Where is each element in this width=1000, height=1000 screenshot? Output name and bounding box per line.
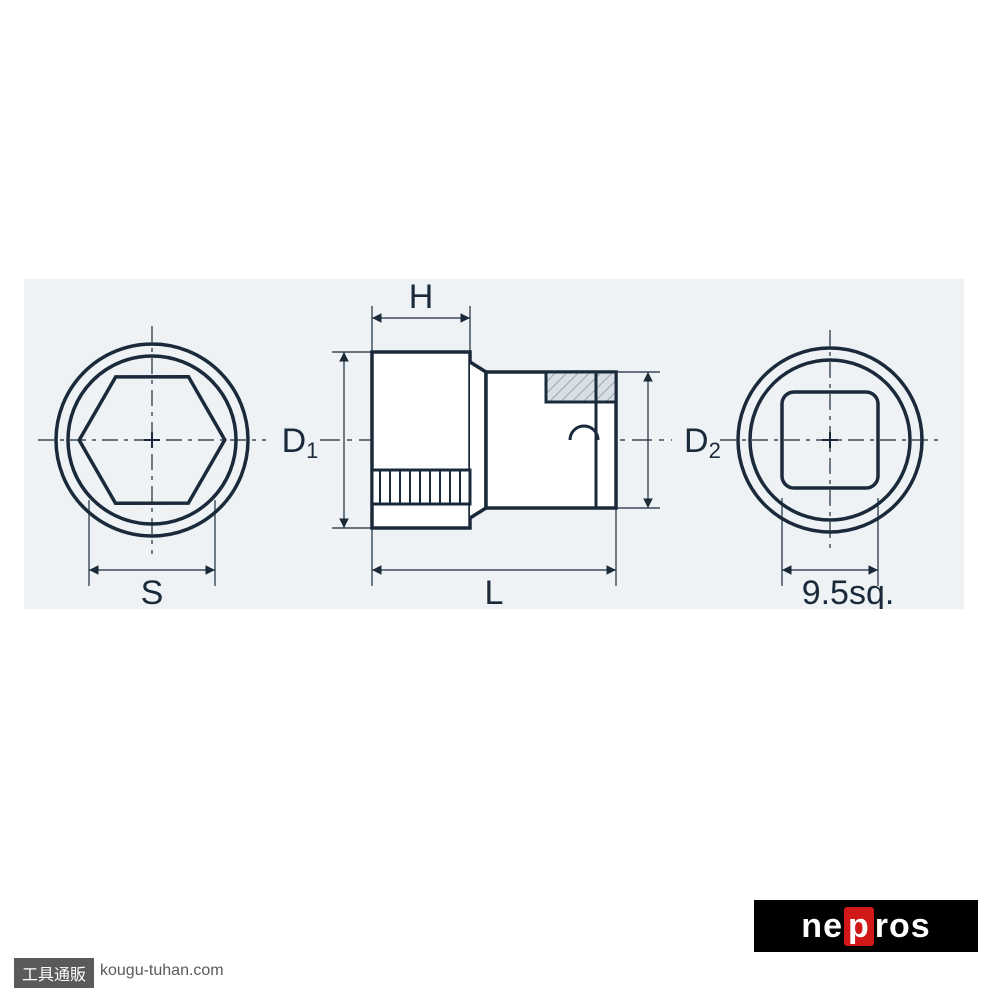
label-L: L — [485, 574, 504, 609]
label-drive-size: 9.5sq. — [802, 574, 895, 609]
logo-text-p: p — [844, 907, 874, 946]
svg-text:D2: D2 — [684, 422, 721, 463]
right-view-square-drive: 9.5sq. — [720, 330, 940, 609]
label-D1: D — [282, 422, 307, 460]
brand-logo: nepros — [754, 900, 978, 952]
technical-drawing: S — [24, 279, 964, 609]
label-S: S — [141, 574, 164, 609]
label-D2-sub: 2 — [709, 438, 721, 463]
footer-url: kougu-tuhan.com — [100, 962, 224, 980]
center-view-side-profile: H D1 D2 L — [282, 279, 721, 609]
logo-text-post: ros — [875, 907, 931, 946]
footer-label: 工具通販 — [14, 958, 94, 988]
label-D1-sub: 1 — [306, 438, 318, 463]
label-H: H — [409, 279, 434, 316]
logo-text-pre: ne — [801, 907, 843, 946]
diagram-panel: S — [24, 279, 964, 609]
label-D2: D — [684, 422, 709, 460]
left-view-hex-socket: S — [38, 326, 266, 609]
svg-text:D1: D1 — [282, 422, 319, 463]
